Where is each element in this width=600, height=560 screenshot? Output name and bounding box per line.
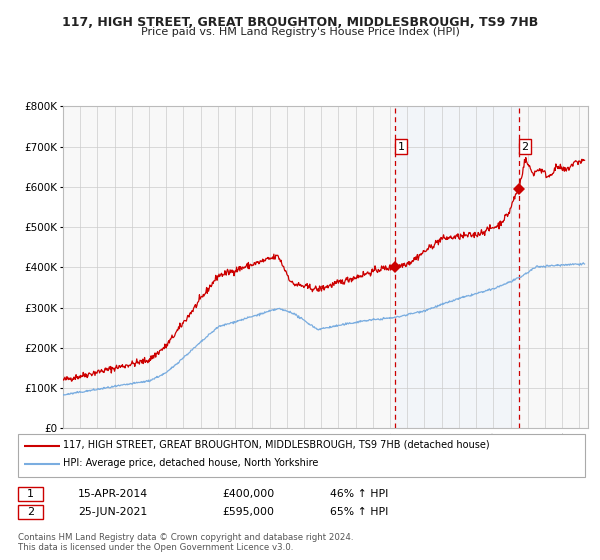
Text: £400,000: £400,000	[222, 489, 274, 500]
Text: 1: 1	[398, 142, 404, 152]
Text: Contains HM Land Registry data © Crown copyright and database right 2024.: Contains HM Land Registry data © Crown c…	[18, 533, 353, 542]
Text: Price paid vs. HM Land Registry's House Price Index (HPI): Price paid vs. HM Land Registry's House …	[140, 27, 460, 37]
Text: 2: 2	[27, 507, 34, 517]
Text: 15-APR-2014: 15-APR-2014	[78, 489, 148, 500]
Text: 2: 2	[521, 142, 529, 152]
Text: £595,000: £595,000	[222, 507, 274, 517]
Text: This data is licensed under the Open Government Licence v3.0.: This data is licensed under the Open Gov…	[18, 543, 293, 552]
Text: 1: 1	[27, 489, 34, 500]
Text: 117, HIGH STREET, GREAT BROUGHTON, MIDDLESBROUGH, TS9 7HB (detached house): 117, HIGH STREET, GREAT BROUGHTON, MIDDL…	[63, 440, 490, 450]
Text: 25-JUN-2021: 25-JUN-2021	[78, 507, 147, 517]
Text: 46% ↑ HPI: 46% ↑ HPI	[330, 489, 388, 500]
Text: 117, HIGH STREET, GREAT BROUGHTON, MIDDLESBROUGH, TS9 7HB: 117, HIGH STREET, GREAT BROUGHTON, MIDDL…	[62, 16, 538, 29]
Text: HPI: Average price, detached house, North Yorkshire: HPI: Average price, detached house, Nort…	[63, 458, 319, 468]
Text: 65% ↑ HPI: 65% ↑ HPI	[330, 507, 388, 517]
Bar	[395, 106, 519, 428]
